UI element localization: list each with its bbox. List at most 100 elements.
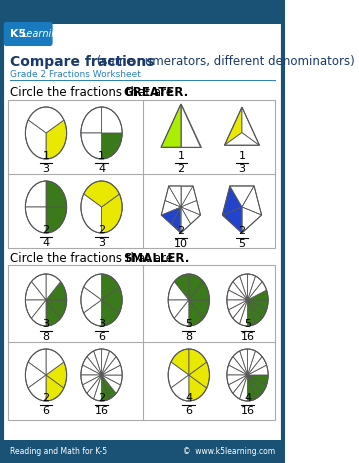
Polygon shape (181, 104, 201, 147)
Wedge shape (102, 194, 122, 233)
Wedge shape (94, 375, 102, 401)
FancyBboxPatch shape (1, 440, 283, 461)
Wedge shape (28, 107, 64, 133)
Wedge shape (102, 107, 122, 133)
Wedge shape (247, 290, 268, 300)
Wedge shape (247, 375, 255, 401)
Text: 3: 3 (238, 164, 246, 174)
Wedge shape (25, 282, 46, 300)
Polygon shape (224, 107, 242, 145)
Wedge shape (25, 207, 46, 233)
Text: 3: 3 (98, 238, 105, 248)
Wedge shape (227, 365, 247, 375)
Polygon shape (242, 207, 262, 233)
Wedge shape (46, 120, 67, 159)
Wedge shape (81, 365, 102, 375)
Text: 2: 2 (42, 225, 50, 235)
FancyBboxPatch shape (8, 265, 275, 420)
Polygon shape (171, 207, 181, 233)
Wedge shape (168, 300, 189, 319)
Polygon shape (161, 200, 181, 215)
Text: 2: 2 (177, 226, 185, 236)
Text: 8: 8 (42, 332, 50, 342)
Wedge shape (94, 349, 102, 375)
Text: 5: 5 (244, 319, 251, 329)
Wedge shape (25, 120, 46, 159)
Wedge shape (25, 181, 46, 207)
Wedge shape (102, 357, 121, 375)
Polygon shape (169, 186, 181, 207)
Wedge shape (102, 365, 122, 375)
Wedge shape (189, 274, 204, 300)
Wedge shape (102, 287, 122, 313)
Wedge shape (46, 362, 67, 388)
Wedge shape (174, 274, 189, 300)
Polygon shape (230, 186, 254, 207)
Text: Circle the fractions that are: Circle the fractions that are (10, 86, 176, 99)
Text: K5: K5 (10, 29, 27, 39)
Wedge shape (227, 375, 247, 385)
Wedge shape (239, 300, 247, 326)
Text: 3: 3 (42, 164, 50, 174)
Wedge shape (46, 282, 67, 300)
Polygon shape (242, 107, 260, 145)
Polygon shape (181, 186, 197, 207)
Wedge shape (81, 287, 102, 313)
Wedge shape (247, 300, 255, 326)
Wedge shape (174, 300, 189, 326)
FancyBboxPatch shape (1, 2, 283, 461)
Text: 16: 16 (241, 332, 255, 342)
Wedge shape (233, 375, 247, 399)
Text: 2: 2 (98, 225, 105, 235)
Wedge shape (189, 362, 209, 388)
Text: GREATER.: GREATER. (123, 86, 188, 99)
FancyBboxPatch shape (8, 100, 275, 248)
Text: 2: 2 (238, 226, 246, 236)
Text: 4: 4 (42, 238, 50, 248)
Wedge shape (102, 349, 109, 375)
Wedge shape (227, 290, 247, 300)
Polygon shape (181, 207, 191, 233)
Wedge shape (84, 181, 120, 207)
Polygon shape (222, 207, 242, 233)
Polygon shape (181, 207, 200, 224)
Wedge shape (189, 375, 207, 401)
Wedge shape (228, 300, 247, 319)
Polygon shape (165, 186, 181, 207)
Wedge shape (102, 375, 121, 394)
Text: 5: 5 (185, 319, 192, 329)
Text: ©  www.k5learning.com: © www.k5learning.com (183, 446, 275, 456)
Wedge shape (233, 276, 247, 300)
Text: 3: 3 (42, 319, 50, 329)
Wedge shape (239, 375, 247, 401)
Text: 2: 2 (98, 393, 105, 403)
Wedge shape (46, 207, 67, 233)
Wedge shape (247, 300, 262, 324)
Wedge shape (168, 282, 189, 300)
Wedge shape (28, 375, 46, 401)
Wedge shape (247, 375, 267, 394)
Text: SMALLER.: SMALLER. (123, 252, 189, 265)
Text: 16: 16 (94, 406, 108, 416)
Text: 1: 1 (238, 151, 246, 161)
Text: 5: 5 (238, 239, 246, 249)
Text: 2: 2 (177, 164, 185, 174)
Wedge shape (28, 349, 46, 375)
Wedge shape (247, 365, 268, 375)
Text: 4: 4 (98, 164, 105, 174)
Wedge shape (102, 133, 122, 159)
Polygon shape (181, 200, 200, 215)
Wedge shape (83, 357, 102, 375)
Wedge shape (32, 274, 46, 300)
Wedge shape (102, 300, 120, 326)
Text: Learning: Learning (22, 29, 64, 39)
Wedge shape (228, 282, 247, 300)
Text: Circle the fractions that are: Circle the fractions that are (10, 252, 176, 265)
Wedge shape (81, 194, 102, 233)
Wedge shape (32, 300, 46, 326)
Wedge shape (102, 375, 122, 385)
Wedge shape (247, 375, 262, 399)
Wedge shape (189, 300, 209, 319)
Polygon shape (242, 186, 262, 215)
Text: 2: 2 (42, 393, 50, 403)
